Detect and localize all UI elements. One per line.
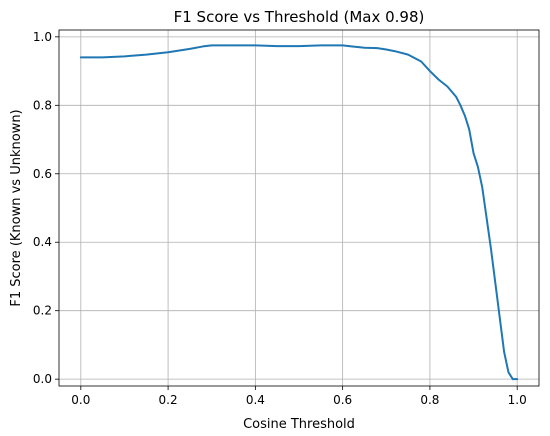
x-tick-label: 0.2	[159, 393, 178, 407]
x-tick-label: 1.0	[508, 393, 527, 407]
y-tick-label: 0.4	[33, 235, 52, 249]
series-layer	[79, 44, 519, 381]
y-tick-label: 0.2	[33, 304, 52, 318]
y-tick-label: 0.8	[33, 98, 52, 112]
x-tick-label: 0.8	[420, 393, 439, 407]
chart-title: F1 Score vs Threshold (Max 0.98)	[174, 8, 425, 26]
tick-layer: 0.0 0.2 0.4 0.6 0.8 1.0 0.0 0.2 0.4 0.6 0.8 1.0	[33, 30, 527, 407]
x-axis-label: Cosine Threshold	[243, 417, 355, 432]
y-tick-label: 0.0	[33, 372, 52, 386]
x-tick-label: 0.0	[71, 393, 90, 407]
y-tick-label: 1.0	[33, 30, 52, 44]
grid-layer	[59, 30, 539, 386]
f1-score-line	[79, 44, 519, 381]
x-tick-label: 0.4	[246, 393, 265, 407]
x-tick-label: 0.6	[333, 393, 352, 407]
y-axis-label: F1 Score (Known vs Unknown)	[9, 109, 24, 306]
plot-frame	[58, 29, 540, 387]
y-tick-label: 0.6	[33, 167, 52, 181]
